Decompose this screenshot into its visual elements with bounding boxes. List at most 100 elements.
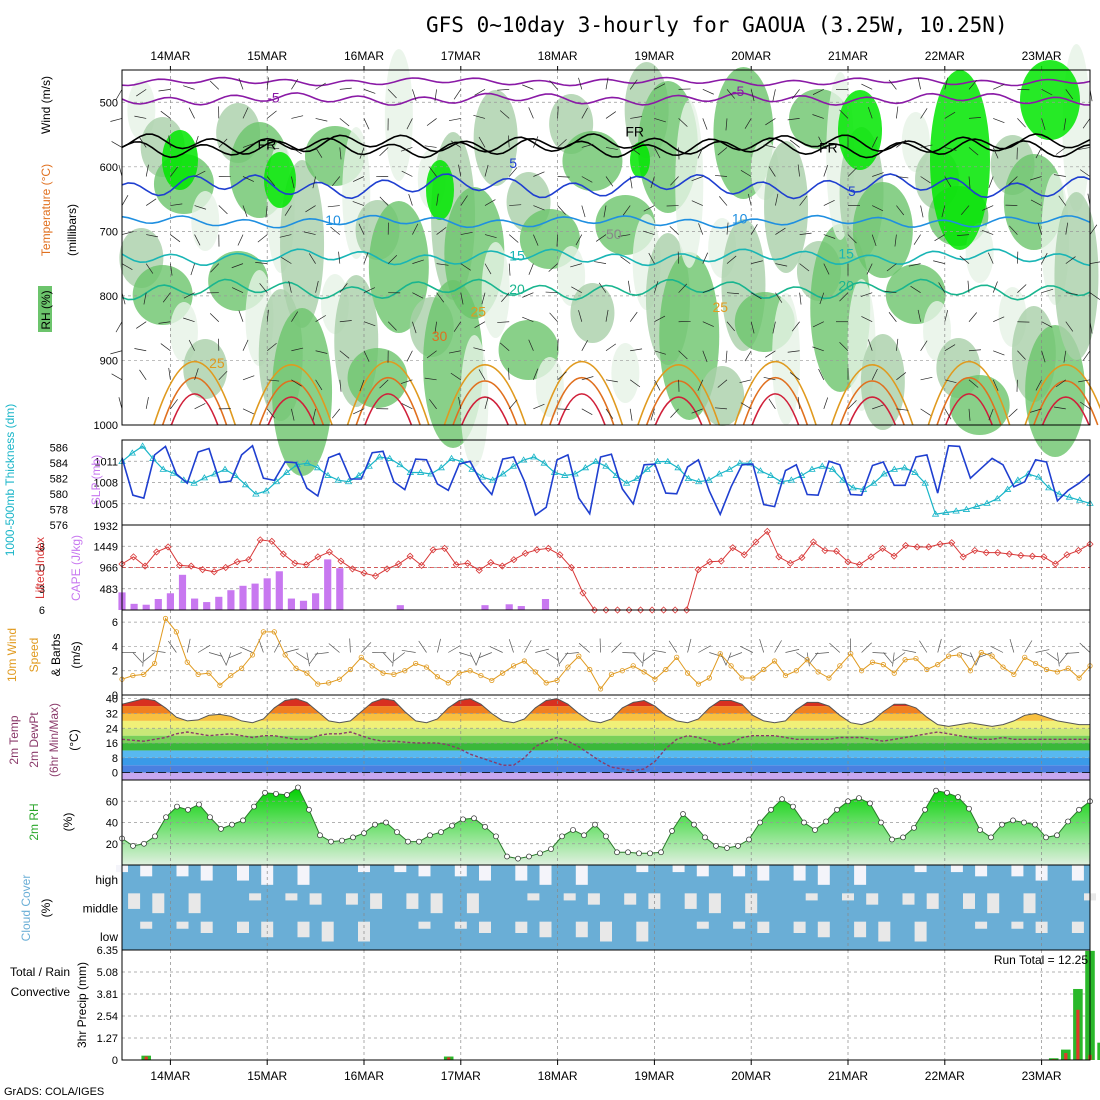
wind-barb (218, 138, 228, 148)
temp-band (122, 720, 1090, 729)
contour-label: 15 (509, 247, 525, 263)
wind-barb (575, 234, 583, 246)
wind-speed-marker (184, 659, 190, 665)
wind-speed-marker (434, 674, 441, 680)
rh-marker (515, 855, 521, 862)
wind-barb (894, 234, 897, 247)
cloud-level-label: middle (83, 902, 119, 916)
isotherm-dome (839, 380, 905, 426)
lifted-marker (694, 566, 702, 574)
wind-barb (183, 317, 195, 323)
cloud-gap (358, 865, 370, 873)
wind-barb (750, 89, 755, 102)
wind-speed-marker (162, 615, 169, 622)
wind-barb (484, 164, 489, 177)
thickness-marker (437, 464, 445, 471)
wind-barb (697, 147, 704, 159)
wind-barb-10m (1059, 652, 1069, 664)
wind-barb-10m (228, 652, 242, 659)
cape-bar (227, 590, 235, 610)
wind-barb (291, 147, 302, 155)
lifted-marker (371, 572, 380, 580)
thickness-marker (478, 473, 487, 480)
wind-barb (379, 147, 389, 157)
wind-speed-marker (924, 666, 930, 673)
wind-barb (581, 340, 588, 351)
wind-barb (158, 89, 171, 92)
rh-marker (790, 803, 796, 810)
wind-barb (630, 348, 643, 352)
lifted-marker (1005, 550, 1013, 558)
lifted-marker (879, 544, 887, 552)
wind-barb-10m (508, 639, 514, 653)
cloud-level-label: low (100, 930, 118, 944)
rh-marker (185, 806, 191, 813)
wind-barb (339, 320, 352, 323)
wind-barb (702, 321, 714, 327)
rh-shading (659, 252, 720, 420)
isotherm-dome (170, 393, 219, 426)
wind-barb (549, 80, 558, 90)
wind-barb (871, 368, 878, 380)
wind-barb (158, 321, 171, 324)
wind-barb-10m (959, 652, 973, 658)
wind-barb (331, 408, 341, 419)
wind-barb (508, 135, 510, 148)
wind-barb-10m (919, 640, 928, 653)
cloud-gap (733, 921, 746, 929)
wind-barb-10m (258, 639, 264, 653)
lifted-marker (855, 561, 864, 569)
wind-barb (629, 147, 641, 155)
wind-barb (605, 343, 617, 352)
cloud-gap (575, 921, 588, 938)
wind-barb (920, 108, 928, 119)
wind-barb (284, 205, 292, 216)
isotherm-dome (153, 361, 237, 426)
wind-barb (744, 118, 752, 129)
contour-label: 25 (209, 355, 225, 371)
rh-shading (473, 90, 518, 186)
contour-label: 20 (509, 281, 525, 297)
wind-barb-10m (524, 640, 532, 653)
rh-marker (196, 801, 202, 808)
rh-marker (1054, 832, 1060, 839)
wind-barb (1017, 350, 1026, 360)
wind-barb (725, 118, 728, 131)
wind-barb (352, 176, 365, 182)
wind-speed-marker (804, 657, 810, 663)
thickness-marker (808, 465, 816, 472)
rh-shading (384, 49, 413, 181)
thickness-marker (1065, 493, 1074, 500)
rh-marker (163, 814, 169, 821)
wind-barb (473, 114, 486, 119)
wind-barb (363, 118, 370, 130)
cloud-gap (418, 921, 431, 929)
wind-barb (118, 397, 123, 409)
wind-barb (1053, 406, 1066, 410)
cloud-gap (1071, 865, 1084, 881)
cloud-gap (1023, 893, 1036, 914)
wind-speed-marker (684, 670, 691, 676)
wind-barb (740, 402, 752, 410)
wind-speed-marker (706, 675, 712, 681)
wind-barb (620, 256, 631, 264)
thickness-marker (694, 477, 703, 485)
wind-barb (715, 407, 728, 410)
thickness-marker (272, 477, 281, 485)
rh-marker (537, 850, 543, 857)
wind-barb (484, 397, 489, 409)
wind-barb (933, 260, 945, 264)
tick-label: 1449 (94, 541, 118, 553)
wind-barb (818, 368, 825, 380)
wind-barb (401, 403, 413, 410)
date-label: 19MAR (634, 1069, 674, 1083)
wind-barb (497, 89, 510, 91)
wind-barb (436, 263, 449, 266)
wind-barb (115, 89, 123, 100)
wind-barb-10m (382, 652, 393, 664)
rh-marker (735, 843, 741, 849)
wind-speed-marker (500, 670, 506, 676)
lifted-marker (809, 538, 817, 546)
wind-barb (968, 147, 979, 156)
wind-barb (139, 369, 147, 381)
